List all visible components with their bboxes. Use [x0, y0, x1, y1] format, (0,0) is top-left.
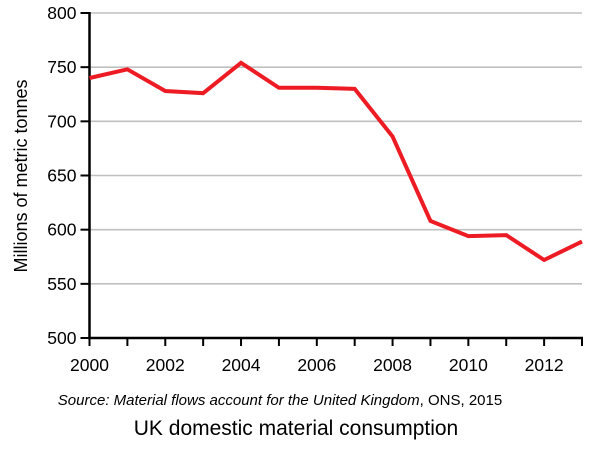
y-tick-label-600: 600: [47, 220, 76, 240]
y-axis-title: Millions of metric tonnes: [11, 79, 31, 273]
chart-title: UK domestic material consumption: [133, 417, 459, 440]
x-tick-label-2008: 2008: [373, 355, 412, 375]
x-tick-label-2002: 2002: [146, 355, 185, 375]
source-text-italic: Source: Material flows account for the U…: [57, 392, 420, 409]
y-tick-label-700: 700: [47, 111, 76, 131]
x-tick-label-2000: 2000: [70, 355, 109, 375]
x-tick-label-2010: 2010: [449, 355, 488, 375]
y-tick-label-800: 800: [47, 3, 76, 23]
y-tick-label-500: 500: [47, 328, 76, 348]
y-tick-label-650: 650: [47, 166, 76, 186]
x-tick-label-2012: 2012: [525, 355, 564, 375]
source-text-regular: , ONS, 2015: [419, 392, 503, 409]
x-tick-label-2006: 2006: [297, 355, 336, 375]
plot-area: 500 550 600 650 700 750 800 2000 2002 2004 2006 200…: [47, 3, 583, 375]
y-tick-label-550: 550: [47, 274, 76, 294]
data-line: [89, 60, 583, 263]
source-note: Source: Material flows account for the U…: [0, 392, 560, 409]
x-tick-label-2004: 2004: [222, 355, 261, 375]
y-tick-label-750: 750: [47, 57, 76, 77]
